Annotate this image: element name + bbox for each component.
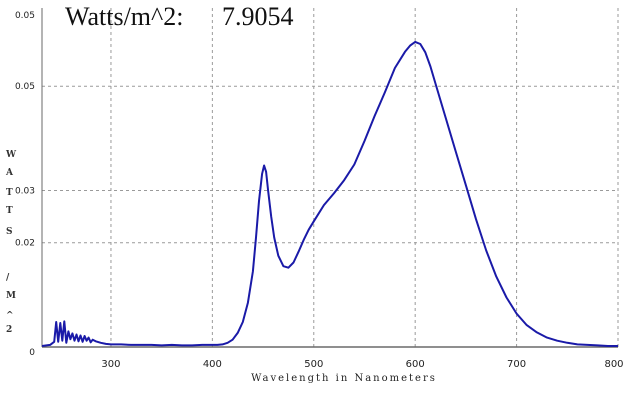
y-axis-label-letter: T xyxy=(6,188,13,198)
x-tick-label: 300 xyxy=(101,359,120,370)
y-tick-label: 0.03 xyxy=(15,187,35,197)
x-tick-label: 500 xyxy=(304,359,323,370)
x-tick-label: 600 xyxy=(406,359,425,370)
x-tick-label: 800 xyxy=(604,359,623,370)
y-axis-label-letter: ^ xyxy=(6,311,14,321)
y-axis-label-letter: A xyxy=(6,168,13,178)
y-tick-label: 0.02 xyxy=(15,239,35,249)
y-axis-label-letter: / xyxy=(6,273,10,283)
y-tick-label: 0.05 xyxy=(15,82,35,92)
y-tick-label: 0 xyxy=(29,348,35,358)
y-axis-label-letter: T xyxy=(6,206,13,216)
spectrum-line xyxy=(41,40,618,347)
x-axis-label: Wavelength in Nanometers xyxy=(251,373,437,384)
y-axis-label-letter: W xyxy=(6,150,17,160)
x-tick-label: 700 xyxy=(507,359,526,370)
y-axis-label-letter: S xyxy=(6,227,13,237)
y-axis-label-letter: 2 xyxy=(6,325,13,335)
y-tick-label: 0.05 xyxy=(15,11,35,21)
irradiance-readout-value: 7.9054 xyxy=(222,2,294,31)
x-tick-label: 400 xyxy=(203,359,222,370)
irradiance-readout-label: Watts/m^2: xyxy=(65,2,184,31)
y-axis-label-letter: M xyxy=(6,291,16,301)
